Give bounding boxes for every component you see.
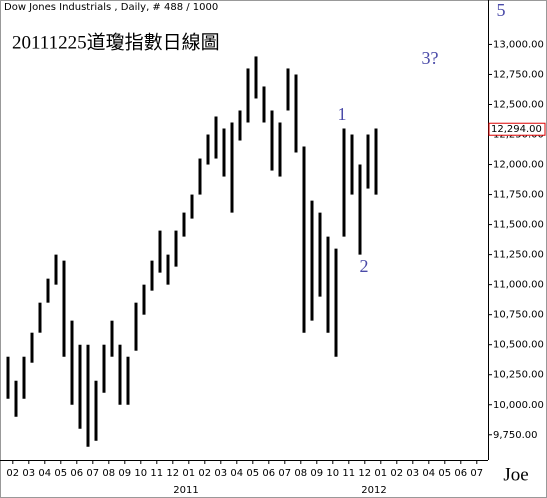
y-tick-label: 10,250.00 xyxy=(493,370,544,381)
x-tick-label: 10 xyxy=(134,468,147,479)
x-tick-label: 12 xyxy=(166,468,179,479)
x-tick-label: 07 xyxy=(86,468,99,479)
y-tick-label: 11,250.00 xyxy=(493,250,544,261)
x-tick-label: 03 xyxy=(406,468,419,479)
x-tick-label: 07 xyxy=(278,468,291,479)
x-tick-label: 01 xyxy=(374,468,387,479)
x-tick-label: 06 xyxy=(70,468,83,479)
y-tick-label: 10,500.00 xyxy=(493,340,544,351)
x-tick-label: 04 xyxy=(230,468,243,479)
year-label: 2011 xyxy=(173,485,198,496)
x-tick-label: 05 xyxy=(54,468,67,479)
x-tick-label: 06 xyxy=(454,468,467,479)
x-tick-label: 11 xyxy=(150,468,163,479)
y-tick-label: 11,750.00 xyxy=(493,190,544,201)
wave-label: 3? xyxy=(422,48,439,68)
x-tick-label: 07 xyxy=(470,468,483,479)
x-tick-label: 02 xyxy=(390,468,403,479)
x-tick-label: 03 xyxy=(214,468,227,479)
y-tick-label: 12,500.00 xyxy=(493,99,544,110)
wave-label: 1 xyxy=(338,104,347,124)
x-tick-label: 08 xyxy=(102,468,115,479)
year-label: 2012 xyxy=(361,485,386,496)
wave-label: 5 xyxy=(497,0,506,20)
x-tick-label: 12 xyxy=(358,468,371,479)
y-tick-label: 10,750.00 xyxy=(493,310,544,321)
y-tick-label: 13,000.00 xyxy=(493,39,544,50)
last-price-box xyxy=(488,122,546,136)
x-tick-label: 09 xyxy=(118,468,131,479)
x-tick-label: 05 xyxy=(438,468,451,479)
annotation: 20111225道瓊指數日線圖 xyxy=(12,31,220,53)
y-tick-label: 10,000.00 xyxy=(493,400,544,411)
x-tick-label: 03 xyxy=(22,468,35,479)
x-tick-label: 02 xyxy=(198,468,211,479)
x-tick-label: 04 xyxy=(422,468,435,479)
x-tick-label: 11 xyxy=(342,468,355,479)
y-tick-label: 12,000.00 xyxy=(493,160,544,171)
x-tick-label: 01 xyxy=(182,468,195,479)
x-tick-label: 09 xyxy=(310,468,323,479)
last-price-label: 12,294.00 xyxy=(491,124,542,135)
x-tick-label: 04 xyxy=(38,468,51,479)
author: Joe xyxy=(503,464,528,485)
y-tick-label: 11,000.00 xyxy=(493,280,544,291)
x-tick-label: 08 xyxy=(294,468,307,479)
y-tick-label: 11,500.00 xyxy=(493,220,544,231)
chart-title: Dow Jones Industrials , Daily, # 488 / 1… xyxy=(4,2,218,13)
wave-label: 2 xyxy=(360,256,369,276)
y-tick-label: 9,750.00 xyxy=(493,430,538,441)
x-tick-label: 10 xyxy=(326,468,339,479)
x-tick-label: 06 xyxy=(262,468,275,479)
x-tick-label: 02 xyxy=(6,468,19,479)
x-tick-label: 05 xyxy=(246,468,259,479)
y-tick-label: 12,750.00 xyxy=(493,69,544,80)
